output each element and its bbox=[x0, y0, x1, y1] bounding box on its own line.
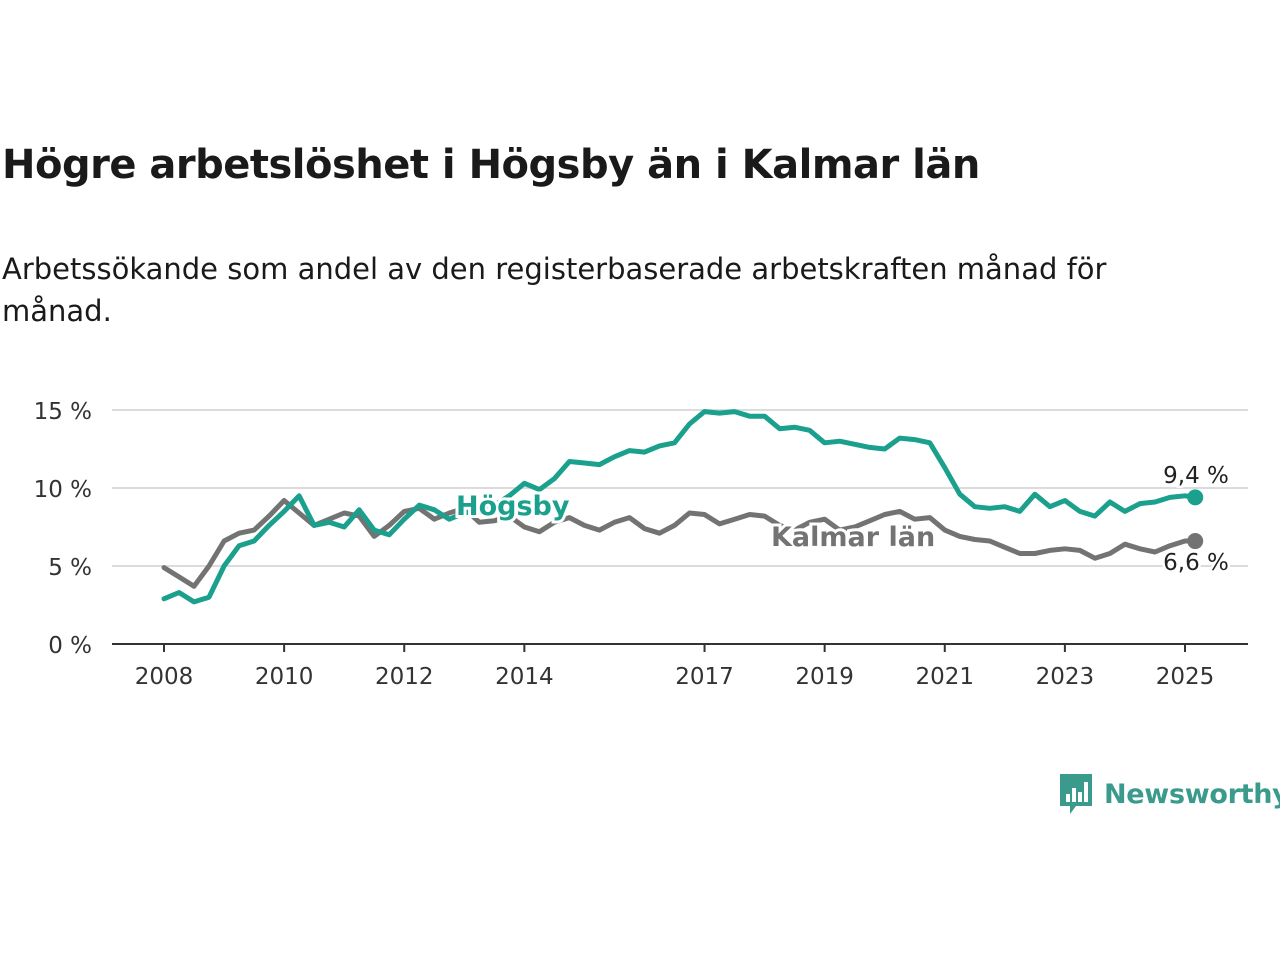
y-tick-label: 5 % bbox=[48, 555, 92, 581]
series-end-marker bbox=[1187, 489, 1204, 506]
chart-title: Högre arbetslöshet i Högsby än i Kalmar … bbox=[2, 142, 980, 188]
series-line-kalmar-lan bbox=[161, 498, 1198, 589]
series-labels: Högsby Kalmar län 9,4 % 6,6 % bbox=[453, 461, 1231, 579]
brand-name: Newsworthy bbox=[1104, 778, 1280, 810]
x-tick-label: 2017 bbox=[675, 664, 734, 690]
series-lines bbox=[161, 409, 1204, 605]
x-tick-label: 2012 bbox=[375, 664, 434, 690]
gridlines bbox=[112, 409, 1248, 567]
bar-chart-speech-bubble-icon bbox=[1060, 774, 1092, 814]
x-tick-label: 2014 bbox=[495, 664, 554, 690]
y-tick-label: 0 % bbox=[48, 633, 92, 659]
y-tick-label: 10 % bbox=[34, 477, 92, 503]
y-axis-tick-labels: 0 % 5 % 10 % 15 % bbox=[34, 399, 92, 659]
chart-subtitle: Arbetssökande som andel av den registerb… bbox=[2, 252, 1107, 328]
series-name-label: Kalmar län bbox=[771, 522, 935, 553]
x-tick-label: 2008 bbox=[135, 664, 194, 690]
series-end-marker bbox=[1187, 533, 1204, 550]
series-end-value-label: 6,6 % bbox=[1163, 550, 1229, 576]
x-tick-label: 2019 bbox=[795, 664, 854, 690]
series-line-hogsby bbox=[161, 409, 1198, 605]
newsworthy-logo: Newsworthy bbox=[1058, 772, 1280, 816]
x-axis: 2008 2010 2012 2014 2017 2019 2021 2023 2025 bbox=[112, 643, 1248, 690]
series-end-value-label: 9,4 % bbox=[1163, 463, 1229, 489]
x-tick-label: 2023 bbox=[1036, 664, 1095, 690]
x-tick-label: 2010 bbox=[255, 664, 314, 690]
series-name-label: Högsby bbox=[456, 491, 570, 522]
y-tick-label: 15 % bbox=[34, 399, 92, 425]
x-tick-label: 2025 bbox=[1156, 664, 1215, 690]
x-tick-label: 2021 bbox=[915, 664, 974, 690]
line-chart: 0 %5 %10 %15 % 2008 2010 2012 2014 2017 2019 2… bbox=[34, 399, 1248, 690]
